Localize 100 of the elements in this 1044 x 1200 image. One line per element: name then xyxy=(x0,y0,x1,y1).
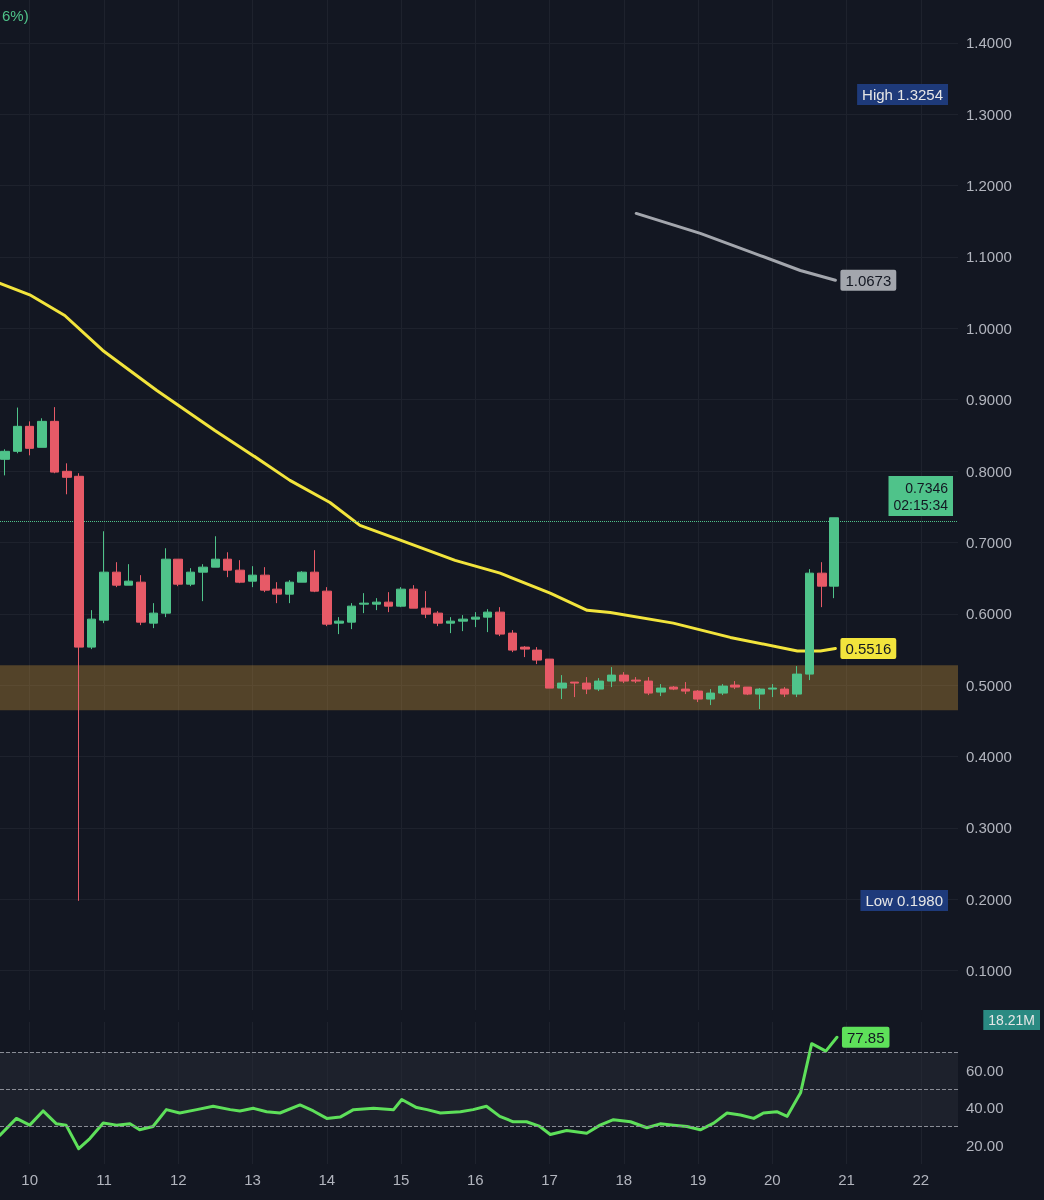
text: 18.21M xyxy=(988,1012,1036,1028)
x-tick-label: 17 xyxy=(541,1171,558,1188)
candlestick xyxy=(582,676,591,695)
candlestick xyxy=(446,616,455,634)
candlestick xyxy=(347,602,356,630)
y-tick-label: 0.8000 xyxy=(966,462,1012,480)
candlestick xyxy=(62,462,72,495)
y-tick-label: 1.2000 xyxy=(966,177,1012,195)
y-tick-label: 20.00 xyxy=(966,1136,1004,1154)
candlestick xyxy=(198,563,208,602)
annotation: High 1.3254 xyxy=(862,86,944,103)
x-tick-label: 15 xyxy=(392,1171,410,1188)
data-label: 1.0673 xyxy=(845,271,892,289)
y-tick-label: 0.1000 xyxy=(966,962,1012,980)
annotation: 6%) xyxy=(2,7,29,24)
candlestick xyxy=(0,448,10,476)
y-tick-label: 0.2000 xyxy=(966,890,1012,908)
y-tick-label: 0.3000 xyxy=(966,819,1012,837)
candlestick xyxy=(186,567,195,587)
ref-line-label: 0.7346 02:15:34 xyxy=(893,479,949,513)
candlestick xyxy=(433,610,443,627)
candlestick xyxy=(211,535,220,568)
line-series xyxy=(0,281,837,653)
candlestick xyxy=(557,674,567,700)
x-tick-label: 11 xyxy=(96,1171,112,1188)
candlestick xyxy=(421,590,431,619)
candlestick xyxy=(136,574,146,626)
candlestick xyxy=(322,586,332,627)
candlestick xyxy=(619,671,629,684)
candlestick xyxy=(384,591,393,613)
candlestick xyxy=(718,683,728,696)
candlestick xyxy=(25,420,34,456)
x-tick-label: 10 xyxy=(21,1171,39,1188)
x-tick-label: 19 xyxy=(689,1171,707,1188)
candlestick xyxy=(743,686,752,696)
candlestick xyxy=(656,683,666,697)
candlestick xyxy=(334,616,344,635)
y-tick-label: 0.9000 xyxy=(966,391,1012,409)
candlestick xyxy=(149,602,158,629)
candlestick xyxy=(396,586,406,608)
candlestick xyxy=(730,680,740,690)
candlestick xyxy=(545,658,554,689)
candlestick xyxy=(235,559,245,584)
y-tick-label: 60.00 xyxy=(966,1062,1004,1080)
x-tick-label: 12 xyxy=(169,1171,187,1188)
y-tick-label: 0.4000 xyxy=(966,748,1012,766)
data-label: 0.5516 xyxy=(845,639,892,657)
candlestick xyxy=(372,597,381,611)
candlestick xyxy=(87,609,96,650)
candlestick xyxy=(817,561,827,608)
candlestick xyxy=(631,676,641,684)
candlestick xyxy=(74,472,84,902)
x-tick-label: 22 xyxy=(912,1171,930,1188)
candlestick xyxy=(607,666,616,688)
x-tick-label: 16 xyxy=(466,1171,484,1188)
x-tick-label: 20 xyxy=(764,1171,781,1188)
candlestick xyxy=(124,563,133,586)
y-tick-label: 1.0000 xyxy=(966,319,1012,337)
candlestick xyxy=(669,685,678,691)
candlestick xyxy=(471,611,480,628)
y-tick-label: 0.5000 xyxy=(966,676,1012,694)
candlestick xyxy=(223,551,232,578)
x-tick-label: 14 xyxy=(318,1171,336,1188)
candlestick xyxy=(520,645,530,658)
y-tick-label: 1.3000 xyxy=(966,105,1012,123)
candlestick xyxy=(706,688,715,706)
candlestick xyxy=(173,558,183,587)
candlestick xyxy=(483,608,492,633)
candlestick xyxy=(37,417,47,448)
candlestick xyxy=(112,561,121,588)
candlestick xyxy=(260,566,270,593)
candlestick xyxy=(409,584,418,609)
candlestick xyxy=(508,629,517,653)
candlestick xyxy=(161,547,171,618)
y-tick-label: 1.4000 xyxy=(966,34,1012,52)
line-series xyxy=(634,211,837,282)
candlestick xyxy=(768,683,777,698)
x-tick-label: 18 xyxy=(615,1171,633,1188)
candlestick xyxy=(359,592,369,614)
y-tick-label: 0.7000 xyxy=(966,533,1012,551)
candlestick xyxy=(495,606,505,637)
candlestick xyxy=(272,581,282,604)
annotation: Low 0.1980 xyxy=(865,892,944,909)
candlestick xyxy=(681,681,690,695)
candlestick xyxy=(532,646,542,665)
candlestick xyxy=(285,579,294,604)
x-tick-label: 21 xyxy=(838,1171,855,1188)
x-tick-label: 13 xyxy=(244,1171,261,1188)
candlestick xyxy=(99,530,109,624)
candlestick xyxy=(297,570,307,583)
candlestick xyxy=(644,676,653,696)
candlestick xyxy=(594,677,604,692)
candlestick xyxy=(780,686,789,698)
candlestick xyxy=(458,614,468,632)
line-series xyxy=(0,1035,839,1151)
candlestick xyxy=(570,681,579,698)
y-tick-label: 1.1000 xyxy=(966,248,1012,266)
candlestick xyxy=(50,406,59,474)
y-tick-label: 40.00 xyxy=(966,1099,1004,1117)
candlestick xyxy=(755,687,765,710)
